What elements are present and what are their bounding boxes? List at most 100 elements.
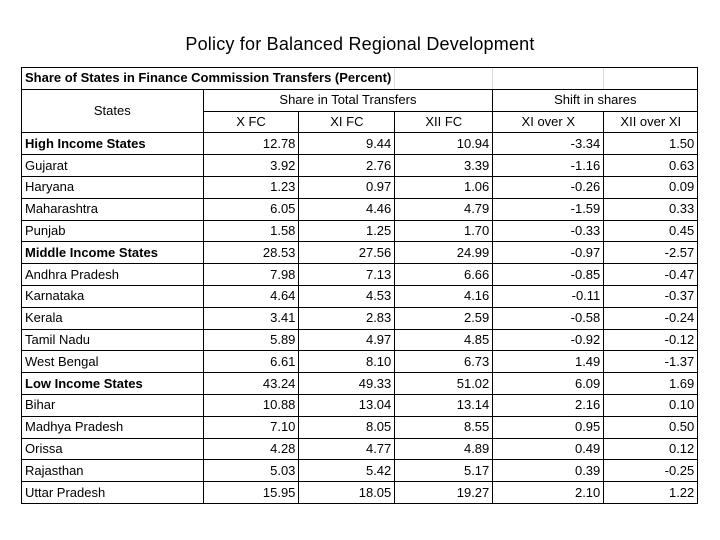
table-row: Uttar Pradesh 15.95 18.05 19.27 2.10 1.22 — [21, 481, 699, 504]
value-cell-x-fc: 10.88 — [202, 393, 300, 417]
value-cell-xii-fc: 4.85 — [394, 328, 494, 352]
value-cell-xi-over-x: 6.09 — [492, 372, 605, 395]
value-cell-xii-fc: 1.06 — [394, 175, 494, 199]
state-name-cell: High Income States — [21, 132, 204, 156]
value-cell-xi-over-x: -0.97 — [492, 241, 605, 265]
value-cell-xii-over-xi: -0.37 — [603, 284, 699, 308]
group-row: High Income States 12.78 9.44 10.94 -3.34 1.5… — [21, 132, 699, 156]
state-name-cell: West Bengal — [21, 350, 204, 374]
state-name-cell: Karnataka — [21, 284, 204, 308]
value-cell-xii-over-xi: -2.57 — [603, 241, 699, 265]
caption-blank-cell — [394, 67, 493, 90]
value-cell-x-fc: 7.98 — [202, 263, 300, 286]
value-cell-xii-fc: 13.14 — [394, 393, 494, 417]
finance-commission-table: Share of States in Finance Commission Tr… — [20, 67, 699, 504]
value-cell-xi-over-x: -1.16 — [492, 154, 605, 177]
caption-blank-cell — [603, 67, 699, 90]
table-row: Madhya Pradesh 7.10 8.05 8.55 0.95 0.50 — [21, 415, 699, 439]
value-cell-x-fc: 1.58 — [202, 219, 300, 243]
value-cell-xi-fc: 4.46 — [298, 197, 396, 221]
group-row: Low Income States 43.24 49.33 51.02 6.09 1.69 — [21, 372, 699, 395]
table-row: Tamil Nadu 5.89 4.97 4.85 -0.92 -0.12 — [21, 328, 699, 352]
value-cell-xi-over-x: 2.10 — [492, 481, 605, 504]
value-cell-xii-fc: 1.70 — [394, 219, 494, 243]
state-name-cell: Tamil Nadu — [21, 328, 204, 352]
header-shift-group: Shift in shares — [492, 88, 699, 112]
value-cell-xi-fc: 18.05 — [298, 481, 396, 504]
value-cell-x-fc: 1.23 — [202, 175, 300, 199]
header-columns-row: X FC XI FC XII FC XI over X XII over XI — [22, 110, 699, 134]
value-cell-xii-fc: 6.66 — [394, 263, 494, 286]
value-cell-x-fc: 5.03 — [202, 459, 300, 483]
table-row: Gujarat 3.92 2.76 3.39 -1.16 0.63 — [21, 154, 699, 177]
value-cell-xii-over-xi: -0.24 — [603, 306, 699, 330]
state-name-cell: Low Income States — [21, 372, 204, 395]
value-cell-xii-over-xi: 0.50 — [603, 415, 699, 439]
table-row: Maharashtra 6.05 4.46 4.79 -1.59 0.33 — [21, 197, 699, 221]
value-cell-xii-over-xi: 0.09 — [603, 175, 699, 199]
header-xi-fc: XI FC — [298, 110, 396, 134]
value-cell-x-fc: 12.78 — [202, 132, 300, 156]
value-cell-xi-over-x: -0.92 — [492, 328, 605, 352]
value-cell-xii-fc: 24.99 — [394, 241, 494, 265]
table-row: Punjab 1.58 1.25 1.70 -0.33 0.45 — [21, 219, 699, 243]
value-cell-xii-fc: 4.79 — [394, 197, 494, 221]
caption-blank-cell — [492, 67, 604, 90]
table-row: Kerala 3.41 2.83 2.59 -0.58 -0.24 — [21, 306, 699, 330]
value-cell-xii-over-xi: 0.45 — [603, 219, 699, 243]
value-cell-xii-over-xi: -0.47 — [603, 263, 699, 286]
value-cell-xii-over-xi: 0.33 — [603, 197, 699, 221]
state-name-cell: Uttar Pradesh — [21, 481, 204, 504]
header-xii-over-xi: XII over XI — [603, 110, 699, 134]
state-name-cell: Orissa — [21, 437, 204, 461]
value-cell-xii-fc: 2.59 — [394, 306, 494, 330]
state-name-cell: Rajasthan — [21, 459, 204, 483]
header-x-fc: X FC — [202, 110, 300, 134]
value-cell-xi-fc: 49.33 — [298, 372, 396, 395]
value-cell-xi-over-x: -3.34 — [492, 132, 605, 156]
value-cell-x-fc: 3.41 — [202, 306, 300, 330]
table-row: Haryana 1.23 0.97 1.06 -0.26 0.09 — [21, 175, 699, 199]
table-row: Rajasthan 5.03 5.42 5.17 0.39 -0.25 — [21, 459, 699, 483]
value-cell-x-fc: 3.92 — [202, 154, 300, 177]
state-name-cell: Kerala — [21, 306, 204, 330]
value-cell-xi-fc: 13.04 — [298, 393, 396, 417]
value-cell-xi-over-x: -0.58 — [492, 306, 605, 330]
value-cell-xi-over-x: 2.16 — [492, 393, 605, 417]
value-cell-xi-over-x: -0.11 — [492, 284, 605, 308]
value-cell-xii-fc: 19.27 — [394, 481, 494, 504]
value-cell-xii-over-xi: -0.12 — [603, 328, 699, 352]
value-cell-xii-over-xi: 1.69 — [603, 372, 699, 395]
header-share-group: Share in Total Transfers — [202, 88, 494, 112]
group-row: Middle Income States 28.53 27.56 24.99 -0.97… — [21, 241, 699, 265]
value-cell-xi-fc: 4.77 — [298, 437, 396, 461]
state-name-cell: Gujarat — [21, 154, 204, 177]
value-cell-xi-over-x: -0.85 — [492, 263, 605, 286]
value-cell-xii-over-xi: 1.50 — [603, 132, 699, 156]
value-cell-xii-fc: 8.55 — [394, 415, 494, 439]
value-cell-xii-over-xi: -0.25 — [603, 459, 699, 483]
value-cell-xii-over-xi: 1.22 — [603, 481, 699, 504]
table-row: West Bengal 6.61 8.10 6.73 1.49 -1.37 — [21, 350, 699, 374]
table-row: Andhra Pradesh 7.98 7.13 6.66 -0.85 -0.47 — [21, 263, 699, 286]
table-caption: Share of States in Finance Commission Tr… — [20, 67, 395, 90]
value-cell-xii-fc: 5.17 — [394, 459, 494, 483]
value-cell-xi-fc: 0.97 — [298, 175, 396, 199]
value-cell-xii-fc: 51.02 — [394, 372, 494, 395]
value-cell-xi-fc: 4.97 — [298, 328, 396, 352]
value-cell-xi-over-x: -0.33 — [492, 219, 605, 243]
state-name-cell: Haryana — [21, 175, 204, 199]
value-cell-xii-over-xi: 0.12 — [603, 437, 699, 461]
state-name-cell: Andhra Pradesh — [21, 263, 204, 286]
value-cell-xii-fc: 3.39 — [394, 154, 494, 177]
value-cell-xi-fc: 2.83 — [298, 306, 396, 330]
header-xii-fc: XII FC — [394, 110, 494, 134]
table-row: Karnataka 4.64 4.53 4.16 -0.11 -0.37 — [21, 284, 699, 308]
table-row: Bihar 10.88 13.04 13.14 2.16 0.10 — [21, 393, 699, 417]
value-cell-xi-over-x: 0.39 — [492, 459, 605, 483]
value-cell-xi-over-x: 1.49 — [492, 350, 605, 374]
value-cell-x-fc: 28.53 — [202, 241, 300, 265]
value-cell-xi-fc: 1.25 — [298, 219, 396, 243]
state-name-cell: Maharashtra — [21, 197, 204, 221]
value-cell-xi-fc: 8.05 — [298, 415, 396, 439]
